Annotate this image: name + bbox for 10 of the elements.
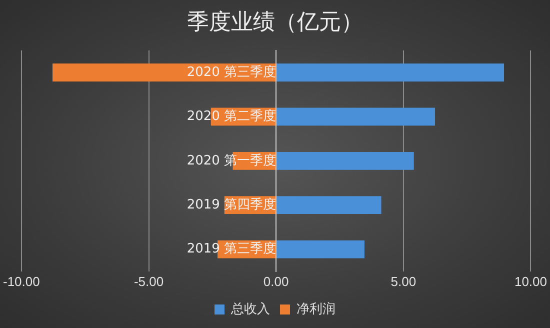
legend-label: 总收入 [230,302,270,317]
y-tick-label: 2020 第三季度 [186,64,276,80]
x-tick-label: 10.00 [514,274,548,289]
x-tick-label: 0.00 [263,274,289,289]
x-tick-label: -10.00 [2,274,40,289]
y-tick-label: 2019 第四季度 [186,196,276,212]
legend-label: 净利润 [296,302,336,317]
x-tick-label: 5.00 [390,274,416,289]
x-tick-label: -5.00 [134,274,164,289]
chart-title: 季度业绩（亿元） [187,10,363,35]
